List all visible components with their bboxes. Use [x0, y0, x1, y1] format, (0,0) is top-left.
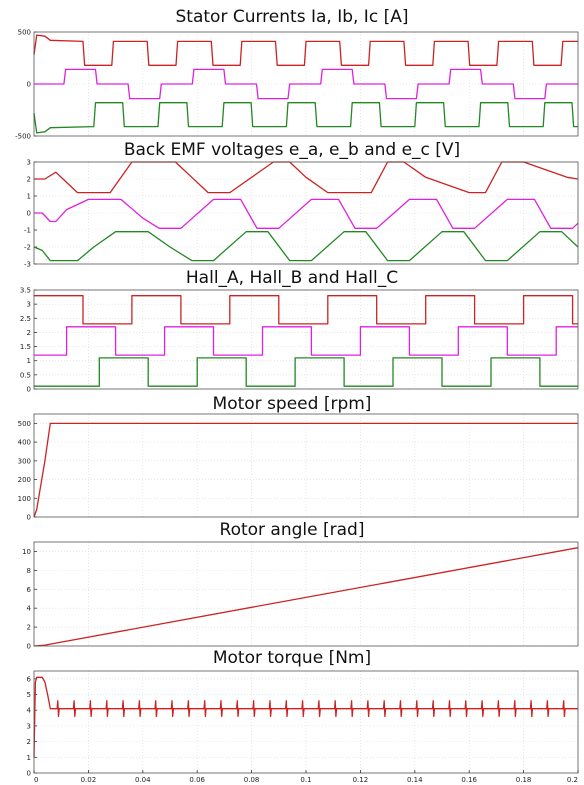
- y-tick-label: -2: [24, 244, 31, 252]
- plot-frame: [33, 161, 579, 265]
- x-tick-label: 0.12: [353, 776, 369, 784]
- series-line-0: [33, 422, 578, 518]
- series-line-0: [33, 676, 578, 758]
- y-tick-label: 0: [27, 386, 31, 394]
- series-line-0: [33, 34, 578, 66]
- chart-panel-0: -500 0 500: [15, 29, 579, 141]
- series-line-2: [34, 357, 578, 387]
- chart-panel-3: 0 100 200 300 400 500: [18, 413, 579, 522]
- y-tick-label: 4: [27, 605, 32, 613]
- y-tick-label: 500: [18, 420, 31, 428]
- y-tick-label: 0: [27, 514, 31, 522]
- chart-title-motor-speed: Motor speed [rpm]: [212, 394, 372, 414]
- chart-title-rotor-angle: Rotor angle [rad]: [219, 520, 365, 540]
- y-tick-label: 0: [27, 81, 31, 89]
- x-tick-label: 0.1: [300, 776, 311, 784]
- y-tick-label: 1: [27, 357, 31, 365]
- y-tick-label: 0: [27, 770, 31, 778]
- series-line-2: [33, 231, 579, 262]
- y-tick-label: -1: [24, 227, 31, 235]
- y-tick-label: 10: [22, 548, 31, 556]
- x-tick-label: 0.18: [516, 776, 532, 784]
- x-tick-label: 0.04: [135, 776, 151, 784]
- y-tick-label: 3: [27, 301, 31, 309]
- chart-title-motor-torque: Motor torque [Nm]: [212, 648, 372, 668]
- y-tick-label: 200: [18, 476, 31, 484]
- chart-title-back-emf: Back EMF voltages e_a, e_b and e_c [V]: [123, 140, 461, 160]
- plot-frame: [33, 413, 579, 518]
- plot-frame: [33, 31, 579, 137]
- chart-panel-2: 0 0.5 1 1.5 2 2.5 3 3.5: [20, 287, 579, 394]
- x-tick-label: 0: [34, 776, 38, 784]
- series-line-1: [34, 68, 578, 100]
- y-tick-label: 2: [27, 329, 31, 337]
- y-tick-label: 2.5: [20, 315, 31, 323]
- x-tick-label: 0.2: [567, 776, 578, 784]
- y-tick-label: 400: [18, 439, 31, 447]
- series-line-1: [34, 198, 579, 229]
- y-tick-label: 3.5: [20, 287, 31, 295]
- y-tick-label: 100: [18, 495, 31, 503]
- y-tick-label: 1: [27, 193, 31, 201]
- x-tick-label: 0.16: [461, 776, 477, 784]
- chart-panel-5: 0 1 2 3 4 5 6 0 0.02 0.04 0.06 0.08 0.1 0.12 0.14 0.16 0…: [27, 670, 579, 784]
- chart-title-stator-currents: Stator Currents Ia, Ib, Ic [A]: [175, 7, 409, 27]
- series-line-0: [34, 295, 578, 325]
- y-tick-label: 2: [27, 738, 31, 746]
- y-tick-label: 0: [27, 643, 31, 651]
- y-tick-label: 3: [27, 159, 31, 167]
- plot-frame: [33, 541, 579, 647]
- y-tick-label: 5: [27, 691, 31, 699]
- y-tick-label: 0.5: [20, 371, 31, 379]
- y-tick-label: 1: [27, 754, 31, 762]
- plot-frame: [33, 289, 579, 390]
- y-tick-label: 6: [27, 675, 32, 683]
- series-line-1: [34, 326, 578, 356]
- y-tick-label: 6: [27, 586, 32, 594]
- plot-area: [34, 290, 578, 389]
- y-tick-label: 0: [27, 210, 31, 218]
- x-tick-label: 0.06: [189, 776, 205, 784]
- y-tick-label: -3: [24, 261, 31, 269]
- chart-panel-4: 0 2 4 6 8 10: [22, 541, 579, 651]
- chart-panel-1: -3 -2 -1 0 1 2 3: [24, 159, 579, 269]
- y-tick-label: 300: [18, 457, 31, 465]
- x-tick-label: 0.02: [81, 776, 97, 784]
- y-tick-label: 500: [18, 29, 31, 37]
- y-tick-label: 2: [27, 176, 31, 184]
- y-tick-label: 2: [27, 624, 31, 632]
- y-tick-label: 4: [27, 707, 32, 715]
- x-tick-label: 0.14: [407, 776, 423, 784]
- x-tick-label: 0.08: [244, 776, 260, 784]
- series-line-2: [33, 102, 578, 134]
- y-tick-label: 8: [27, 567, 31, 575]
- y-tick-label: -500: [15, 133, 31, 141]
- chart-title-hall-sensors: Hall_A, Hall_B and Hall_C: [185, 268, 399, 288]
- y-tick-label: 3: [27, 722, 31, 730]
- y-tick-label: 1.5: [20, 343, 31, 351]
